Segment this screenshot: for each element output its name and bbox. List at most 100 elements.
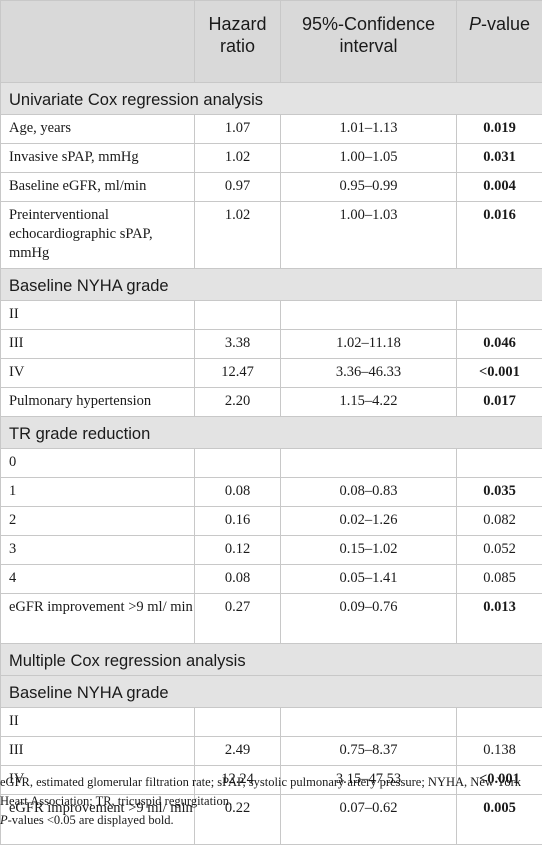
confidence-interval-cell: 0.08–0.83: [281, 478, 457, 507]
section-row: Multiple Cox regression analysis: [1, 644, 542, 676]
row-label: Invasive sPAP, mmHg: [1, 144, 195, 173]
row-label: IV: [1, 359, 195, 388]
confidence-interval-cell: 3.36–46.33: [281, 359, 457, 388]
confidence-interval-cell: 1.02–11.18: [281, 330, 457, 359]
confidence-interval-cell: [281, 708, 457, 737]
p-value-cell: 0.016: [457, 202, 542, 269]
confidence-interval-cell: [281, 301, 457, 330]
header-empty-cell: [1, 1, 195, 83]
confidence-interval-cell: 1.01–1.13: [281, 115, 457, 144]
section-row: Baseline NYHA grade: [1, 676, 542, 708]
table-header-row: Hazard ratio 95%-Confidence interval P-v…: [1, 1, 542, 83]
row-label: 4: [1, 565, 195, 594]
confidence-interval-cell: [281, 449, 457, 478]
p-value-cell: 0.004: [457, 173, 542, 202]
p-value-cell: 0.031: [457, 144, 542, 173]
hazard-ratio-cell: [195, 708, 281, 737]
row-label: Age, years: [1, 115, 195, 144]
confidence-interval-cell: 0.05–1.41: [281, 565, 457, 594]
p-value-cell: [457, 301, 542, 330]
section-label: Baseline NYHA grade: [1, 676, 542, 708]
footnote-p-rest: -values <0.05 are displayed bold.: [8, 813, 174, 827]
row-label: 2: [1, 507, 195, 536]
confidence-interval-cell: 0.02–1.26: [281, 507, 457, 536]
hazard-ratio-cell: 0.08: [195, 478, 281, 507]
footnote-abbreviations: eGFR, estimated glomerular filtration ra…: [0, 773, 542, 811]
p-value-cell: [457, 708, 542, 737]
p-value-cell: <0.001: [457, 359, 542, 388]
p-value-cell: 0.046: [457, 330, 542, 359]
row-label: III: [1, 737, 195, 766]
hazard-ratio-cell: 0.16: [195, 507, 281, 536]
footnote-p-italic: P: [0, 813, 8, 827]
hazard-ratio-cell: 2.49: [195, 737, 281, 766]
hazard-ratio-cell: 12.47: [195, 359, 281, 388]
row-label: Pulmonary hypertension: [1, 388, 195, 417]
p-value-cell: 0.017: [457, 388, 542, 417]
hazard-ratio-cell: 0.08: [195, 565, 281, 594]
row-label: 0: [1, 449, 195, 478]
section-label: Univariate Cox regression analysis: [1, 83, 542, 115]
row-label: II: [1, 301, 195, 330]
hazard-ratio-cell: 0.97: [195, 173, 281, 202]
p-value-cell: 0.019: [457, 115, 542, 144]
row-label: Baseline eGFR, ml/min: [1, 173, 195, 202]
section-row: Baseline NYHA grade: [1, 269, 542, 301]
section-row: TR grade reduction: [1, 417, 542, 449]
row-label: III: [1, 330, 195, 359]
hazard-ratio-cell: 3.38: [195, 330, 281, 359]
row-label: eGFR improvement >9 ml/ min: [1, 594, 195, 644]
p-value-cell: [457, 449, 542, 478]
row-label: 1: [1, 478, 195, 507]
p-value-cell: 0.035: [457, 478, 542, 507]
confidence-interval-cell: 0.75–8.37: [281, 737, 457, 766]
section-label: Baseline NYHA grade: [1, 269, 542, 301]
confidence-interval-cell: 1.15–4.22: [281, 388, 457, 417]
confidence-interval-cell: 0.95–0.99: [281, 173, 457, 202]
p-value-cell: 0.013: [457, 594, 542, 644]
p-value-cell: 0.085: [457, 565, 542, 594]
p-value-cell: 0.082: [457, 507, 542, 536]
hazard-ratio-cell: [195, 301, 281, 330]
table-row: 0: [1, 449, 542, 478]
row-label: Preinterventional echocardiographic sPAP…: [1, 202, 195, 269]
header-p-italic: P: [469, 14, 481, 34]
header-p-value: P-value: [457, 1, 542, 83]
confidence-interval-cell: 0.09–0.76: [281, 594, 457, 644]
hazard-ratio-cell: 1.02: [195, 202, 281, 269]
p-value-cell: 0.138: [457, 737, 542, 766]
row-label: 3: [1, 536, 195, 565]
hazard-ratio-cell: 1.02: [195, 144, 281, 173]
confidence-interval-cell: 1.00–1.05: [281, 144, 457, 173]
row-label: II: [1, 708, 195, 737]
table-footnote: eGFR, estimated glomerular filtration ra…: [0, 773, 542, 830]
hazard-ratio-cell: 0.27: [195, 594, 281, 644]
table-row: Preinterventional echocardiographic sPAP…: [1, 202, 542, 269]
table-row: II: [1, 301, 542, 330]
header-p-rest: -value: [481, 14, 530, 34]
header-hazard-ratio: Hazard ratio: [195, 1, 281, 83]
hazard-ratio-cell: [195, 449, 281, 478]
table-row: II: [1, 708, 542, 737]
header-confidence-interval: 95%-Confidence interval: [281, 1, 457, 83]
hazard-ratio-cell: 1.07: [195, 115, 281, 144]
section-row: Univariate Cox regression analysis: [1, 83, 542, 115]
section-label: TR grade reduction: [1, 417, 542, 449]
confidence-interval-cell: 0.15–1.02: [281, 536, 457, 565]
footnote-bold-note: P-values <0.05 are displayed bold.: [0, 811, 542, 830]
